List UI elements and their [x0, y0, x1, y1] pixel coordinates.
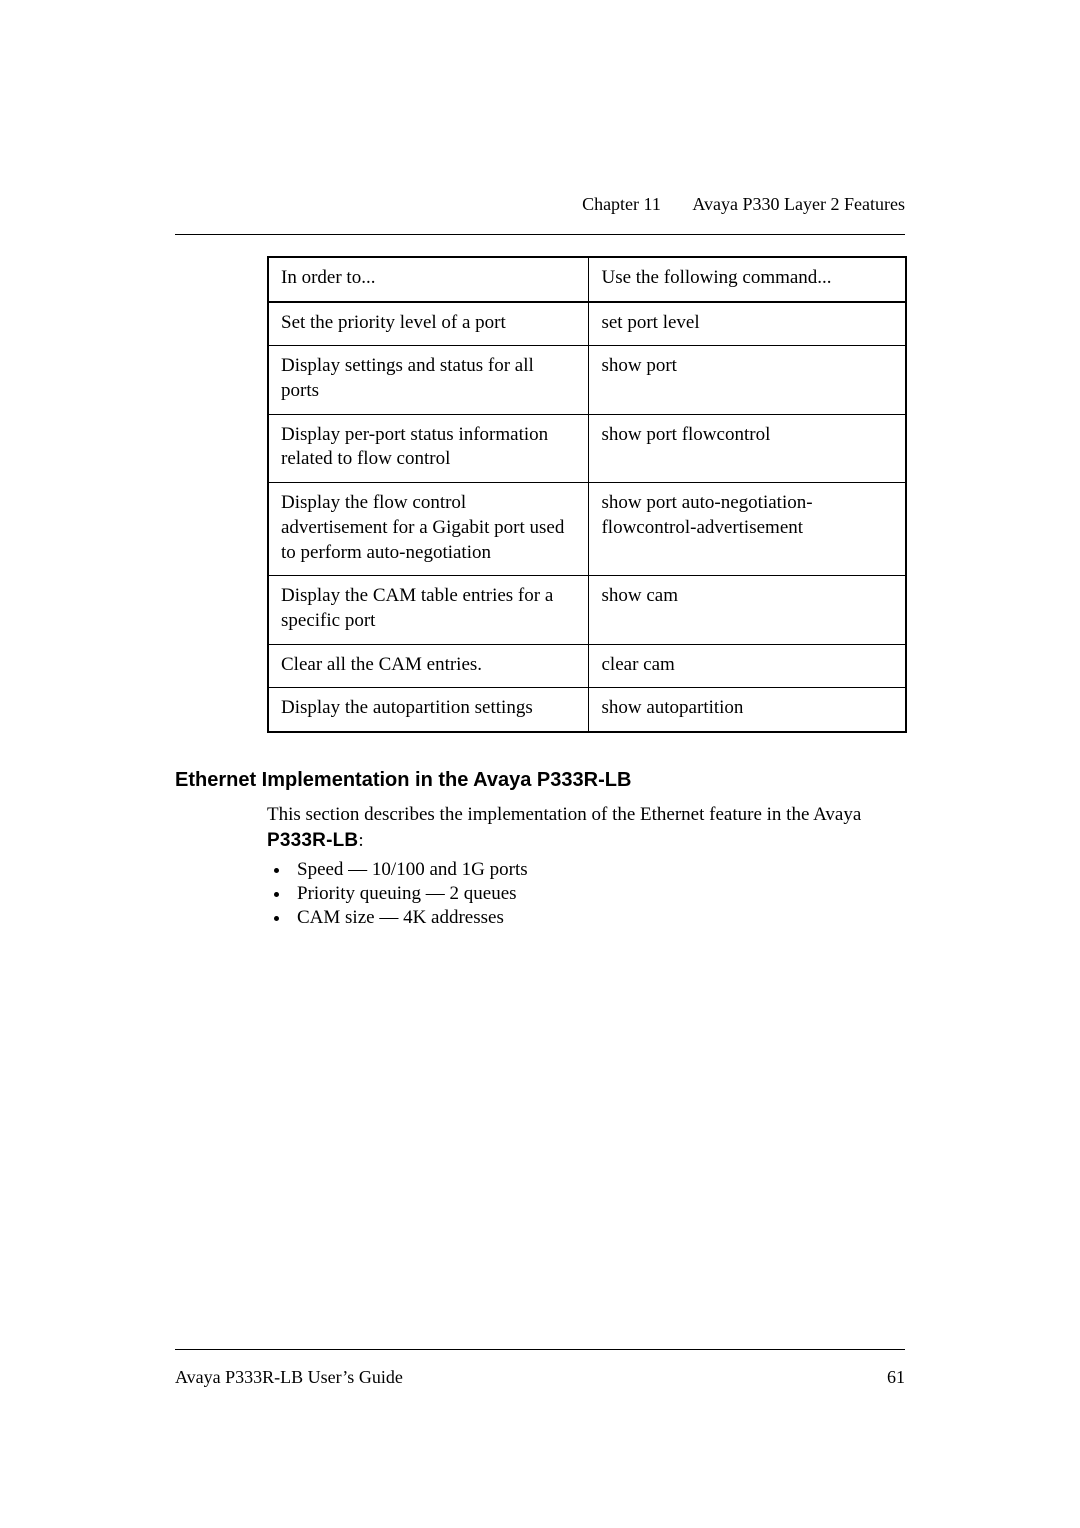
table-header-row: In order to... Use the following command… — [268, 257, 906, 302]
page: Chapter 11 Avaya P330 Layer 2 Features I… — [0, 0, 1080, 1528]
page-header: Chapter 11 Avaya P330 Layer 2 Features — [175, 194, 905, 215]
footer-page-number: 61 — [887, 1367, 905, 1388]
intro-bold: P333R-LB — [267, 830, 358, 851]
table-cell: Clear all the CAM entries. — [268, 644, 589, 688]
table-cell: show port — [589, 346, 906, 414]
list-item: CAM size — 4K addresses — [291, 907, 905, 929]
content-area: In order to... Use the following command… — [175, 256, 905, 931]
header-chapter: Chapter 11 — [582, 194, 661, 214]
footer-rule — [175, 1349, 905, 1350]
page-footer: Avaya P333R-LB User’s Guide 61 — [175, 1367, 905, 1388]
section-heading: Ethernet Implementation in the Avaya P33… — [175, 769, 905, 792]
table-row: Display the CAM table entries for a spec… — [268, 576, 906, 644]
table-cell: show port auto-negotiation-flowcontrol-a… — [589, 483, 906, 576]
table-cell: Display the CAM table entries for a spec… — [268, 576, 589, 644]
table-cell: Set the priority level of a port — [268, 302, 589, 346]
table-row: Clear all the CAM entries. clear cam — [268, 644, 906, 688]
header-title: Avaya P330 Layer 2 Features — [692, 194, 905, 214]
table-row: Display the flow control advertisement f… — [268, 483, 906, 576]
table-cell: show autopartition — [589, 688, 906, 732]
list-item: Priority queuing — 2 queues — [291, 883, 905, 905]
table-cell: Display the flow control advertisement f… — [268, 483, 589, 576]
table-cell: set port level — [589, 302, 906, 346]
list-item: Speed — 10/100 and 1G ports — [291, 859, 905, 881]
intro-text-suffix: : — [358, 830, 363, 851]
table-row: Display settings and status for all port… — [268, 346, 906, 414]
bullet-list: Speed — 10/100 and 1G ports Priority que… — [267, 859, 905, 929]
table-row: Set the priority level of a port set por… — [268, 302, 906, 346]
footer-left: Avaya P333R-LB User’s Guide — [175, 1367, 403, 1387]
command-table: In order to... Use the following command… — [267, 256, 907, 733]
table-cell: Display the autopartition settings — [268, 688, 589, 732]
table-cell: Display per-port status information rela… — [268, 414, 589, 482]
table-cell: show port flowcontrol — [589, 414, 906, 482]
table-row: Display the autopartition settings show … — [268, 688, 906, 732]
section-intro: This section describes the implementatio… — [267, 802, 905, 853]
header-rule — [175, 234, 905, 235]
table-cell: clear cam — [589, 644, 906, 688]
intro-text-prefix: This section describes the implementatio… — [267, 804, 861, 825]
table-cell: Display settings and status for all port… — [268, 346, 589, 414]
table-header-cell: Use the following command... — [589, 257, 906, 302]
table-cell: show cam — [589, 576, 906, 644]
table-header-cell: In order to... — [268, 257, 589, 302]
table-row: Display per-port status information rela… — [268, 414, 906, 482]
